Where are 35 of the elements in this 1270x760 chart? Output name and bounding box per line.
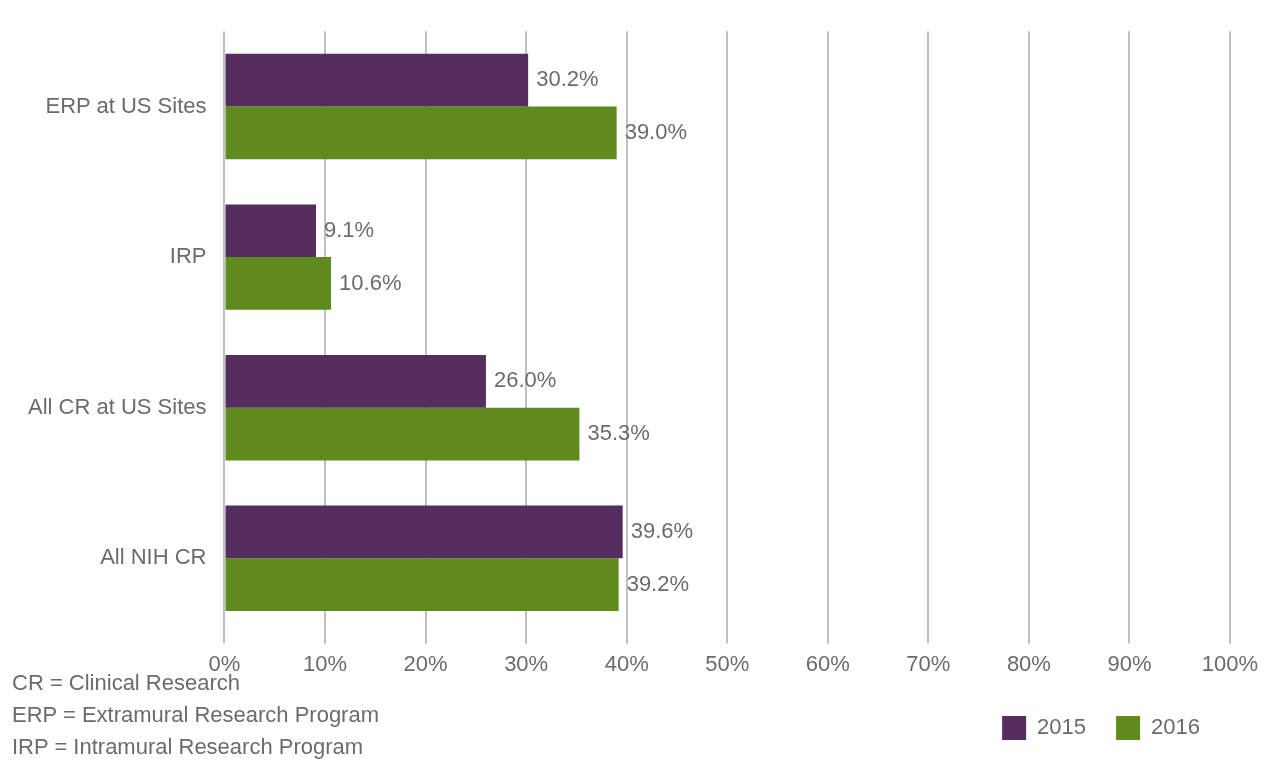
x-tick-label: 10%: [303, 650, 348, 676]
text: IRP = Intramural Research Program: [12, 734, 364, 760]
bar: [225, 505, 623, 559]
text: CR = Clinical Research: [12, 670, 241, 696]
data-label: 30.2%: [536, 66, 599, 92]
data-label: 9.1%: [323, 216, 375, 242]
x-tick-label: 30%: [504, 650, 549, 676]
x-tick-label: 80%: [1006, 650, 1051, 676]
data-label: 39.0%: [624, 118, 688, 144]
bar: [225, 407, 580, 461]
y-tick-label: IRP: [169, 243, 207, 269]
bar: [225, 106, 617, 160]
x-tick-label: 50%: [705, 650, 750, 676]
data-label: 35.3%: [587, 420, 650, 446]
x-tick-label: 90%: [1107, 650, 1152, 676]
x-tick-label: 100%: [1201, 650, 1259, 676]
bar: [225, 53, 529, 107]
x-tick-label: 70%: [906, 650, 951, 676]
y-tick-label: All CR at US Sites: [27, 393, 207, 419]
bar: [225, 257, 332, 310]
data-label: 39.2%: [626, 570, 690, 596]
bar: [225, 354, 486, 408]
text: ERP = Extramural Research Program: [12, 702, 380, 728]
legend-label: 2015: [1037, 714, 1087, 740]
data-label: 26.0%: [493, 367, 557, 393]
y-tick-label: ERP at US Sites: [45, 92, 207, 118]
legend-label: 2016: [1151, 714, 1201, 740]
x-tick-label: 60%: [805, 650, 850, 676]
data-label: 10.6%: [339, 269, 402, 295]
bar: [225, 558, 619, 612]
y-tick-label: All NIH CR: [100, 544, 207, 570]
data-label: 39.6%: [630, 518, 694, 544]
x-tick-label: 40%: [604, 650, 649, 676]
x-tick-label: 20%: [403, 650, 448, 676]
bar: [225, 204, 316, 258]
